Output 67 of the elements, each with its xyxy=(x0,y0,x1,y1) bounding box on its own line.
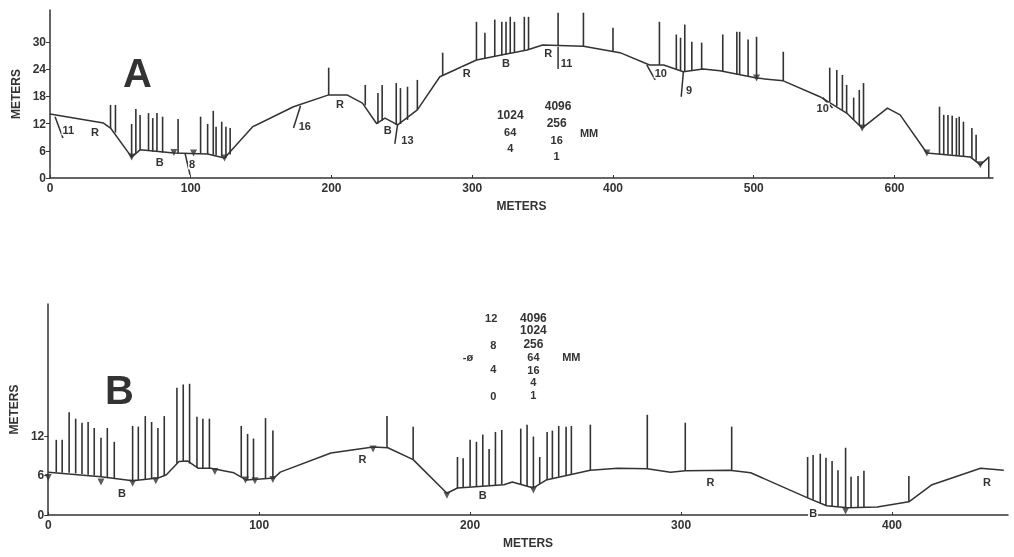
annotation: 4096 xyxy=(544,98,572,113)
y-axis-title: METERS xyxy=(8,68,23,120)
annotation: R xyxy=(982,476,991,489)
annotation: R xyxy=(544,46,553,59)
annotation: 1024 xyxy=(496,107,524,122)
annotation: B xyxy=(809,507,818,520)
x-tick-label: 400 xyxy=(602,181,624,195)
annotation: B xyxy=(155,155,164,168)
annotation: B xyxy=(118,487,127,500)
annotation: 11 xyxy=(62,123,75,136)
annotation: 16 xyxy=(550,133,563,146)
annotation: 8 xyxy=(490,338,497,351)
x-tick-label: 300 xyxy=(671,518,692,532)
annotation: 16 xyxy=(298,119,311,132)
annotation: 4096 xyxy=(520,310,548,325)
x-tick-label: 100 xyxy=(180,181,202,195)
annotation: -ø xyxy=(462,350,474,363)
annotation: R xyxy=(91,125,100,138)
annotation: B xyxy=(478,489,487,502)
y-tick-label: 18 xyxy=(32,89,47,104)
x-tick-label: 200 xyxy=(460,518,481,532)
annotation: 1024 xyxy=(520,323,548,338)
x-tick-label: 100 xyxy=(249,518,270,532)
annotation: 13 xyxy=(401,133,414,146)
annotation: 9 xyxy=(685,83,693,96)
annotation: 10 xyxy=(654,66,667,79)
annotation: 0 xyxy=(490,389,497,402)
annotation: 4 xyxy=(490,362,498,375)
y-tick-label: 0 xyxy=(39,171,47,185)
annotation: 8 xyxy=(189,157,196,170)
annotation: 12 xyxy=(485,311,498,324)
y-tick-label: 0 xyxy=(37,508,45,522)
text: B xyxy=(105,368,134,412)
x-tick-label: 200 xyxy=(321,181,342,195)
y-tick-label: 24 xyxy=(32,62,47,77)
annotation: 256 xyxy=(523,337,544,352)
annotation: 64 xyxy=(527,350,541,363)
annotation: 4 xyxy=(507,142,515,155)
x-tick-label: 300 xyxy=(462,181,483,195)
annotation: MM xyxy=(579,127,599,140)
annotation: MM xyxy=(562,351,581,364)
annotation: B xyxy=(502,56,511,69)
y-tick-label: 30 xyxy=(32,34,47,49)
x-axis-title: METERS xyxy=(503,536,554,550)
y-tick-label: 6 xyxy=(39,143,47,158)
y-tick-label: 12 xyxy=(30,428,45,443)
annotation: 256 xyxy=(546,116,568,131)
x-tick-label: 600 xyxy=(884,181,905,195)
x-tick-label: 500 xyxy=(743,181,765,195)
annotation: R xyxy=(358,452,367,465)
annotation: 4 xyxy=(530,376,538,389)
annotation: R xyxy=(335,97,344,110)
x-tick-label: 400 xyxy=(881,518,903,532)
annotation: 10 xyxy=(816,102,829,115)
y-axis-title: METERS xyxy=(7,384,21,435)
annotation: 1 xyxy=(530,388,537,401)
x-axis-title: METERS xyxy=(496,199,547,213)
annotation: 16 xyxy=(527,363,540,376)
y-tick-label: 6 xyxy=(37,468,45,483)
y-tick-label: 12 xyxy=(32,116,47,131)
annotation: 1 xyxy=(553,149,560,162)
annotation: 11 xyxy=(560,56,573,69)
text: A xyxy=(123,51,152,95)
annotation: B xyxy=(383,123,392,136)
annotation: R xyxy=(462,66,471,79)
annotation: 64 xyxy=(504,125,518,138)
annotation: R xyxy=(706,476,715,489)
